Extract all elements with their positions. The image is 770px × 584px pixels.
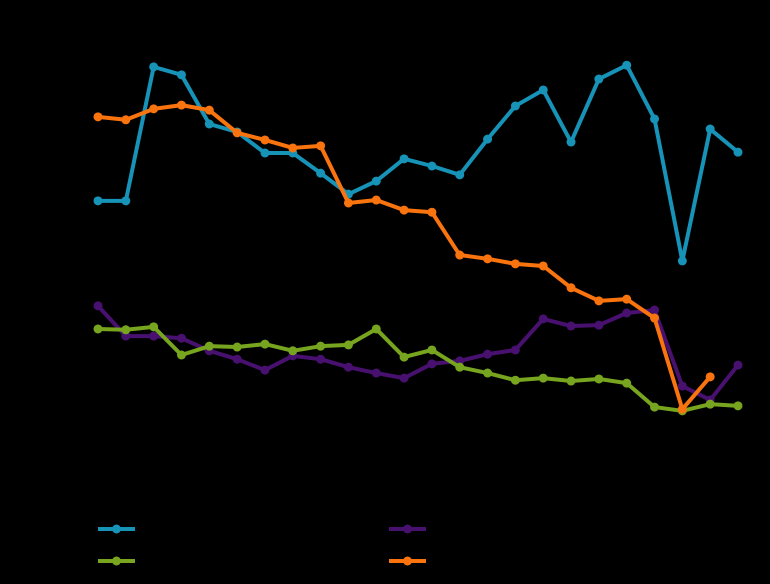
data-point <box>316 141 326 151</box>
data-point <box>149 104 159 114</box>
data-point <box>399 205 409 215</box>
data-point <box>510 101 520 111</box>
data-point <box>733 401 743 411</box>
data-point <box>260 148 270 158</box>
data-point <box>677 404 687 414</box>
data-point <box>399 373 409 383</box>
data-point <box>677 256 687 266</box>
data-point <box>594 74 604 84</box>
legend-swatch-marker <box>403 524 412 534</box>
data-point <box>483 368 493 378</box>
data-point <box>176 350 186 360</box>
data-point <box>149 62 159 72</box>
data-point <box>677 381 687 391</box>
data-point <box>93 196 103 206</box>
data-point <box>622 308 632 318</box>
data-point <box>260 365 270 375</box>
data-point <box>121 196 131 206</box>
data-point <box>705 372 715 382</box>
data-point <box>705 124 715 134</box>
data-point <box>427 359 437 369</box>
data-point <box>483 349 493 359</box>
data-point <box>594 296 604 306</box>
data-point <box>232 342 242 352</box>
data-point <box>149 331 159 341</box>
data-point <box>650 402 660 412</box>
data-point <box>121 325 131 335</box>
data-point <box>121 331 131 341</box>
data-point <box>316 168 326 178</box>
data-point <box>176 333 186 343</box>
data-point <box>260 135 270 145</box>
data-point <box>427 345 437 355</box>
data-point <box>371 324 381 334</box>
data-point <box>594 374 604 384</box>
data-point <box>510 259 520 269</box>
data-point <box>705 399 715 409</box>
data-point <box>510 345 520 355</box>
data-point <box>343 362 353 372</box>
data-point <box>538 85 548 95</box>
data-point <box>455 170 465 180</box>
data-point <box>371 368 381 378</box>
data-point <box>260 339 270 349</box>
data-point <box>288 143 298 153</box>
data-point <box>93 324 103 334</box>
data-point <box>622 378 632 388</box>
data-point <box>594 320 604 330</box>
data-point <box>176 100 186 110</box>
data-point <box>427 207 437 217</box>
data-point <box>566 137 576 147</box>
data-point <box>483 134 493 144</box>
data-point <box>650 313 660 323</box>
data-point <box>455 362 465 372</box>
data-point <box>510 375 520 385</box>
data-point <box>650 305 660 315</box>
data-point <box>538 314 548 324</box>
data-point <box>733 147 743 157</box>
data-point <box>622 60 632 70</box>
data-point <box>566 283 576 293</box>
data-point <box>121 115 131 125</box>
data-point <box>204 105 214 115</box>
series-line <box>97 324 739 413</box>
data-point <box>483 254 493 264</box>
data-point <box>622 294 632 304</box>
data-point <box>93 112 103 122</box>
data-point <box>149 322 159 332</box>
data-point <box>232 354 242 364</box>
series-line <box>98 63 740 263</box>
data-point <box>93 301 103 311</box>
data-point <box>204 119 214 129</box>
data-point <box>399 154 409 164</box>
data-point <box>650 114 660 124</box>
data-point <box>538 373 548 383</box>
data-point <box>343 340 353 350</box>
data-point <box>176 70 186 80</box>
data-point <box>371 176 381 186</box>
data-point <box>427 161 437 171</box>
data-point <box>343 198 353 208</box>
data-point <box>316 354 326 364</box>
data-point <box>538 261 548 271</box>
data-point <box>566 321 576 331</box>
data-point <box>371 195 381 205</box>
data-point <box>288 346 298 356</box>
data-point <box>733 360 743 370</box>
data-point <box>399 352 409 362</box>
data-point <box>455 250 465 260</box>
data-point <box>204 341 214 351</box>
data-point <box>232 128 242 138</box>
data-point <box>316 341 326 351</box>
data-point <box>455 356 465 366</box>
legend-swatch-marker <box>112 556 121 566</box>
data-point <box>566 376 576 386</box>
legend-swatch-marker <box>112 524 121 534</box>
legend-swatch-marker <box>403 556 412 566</box>
